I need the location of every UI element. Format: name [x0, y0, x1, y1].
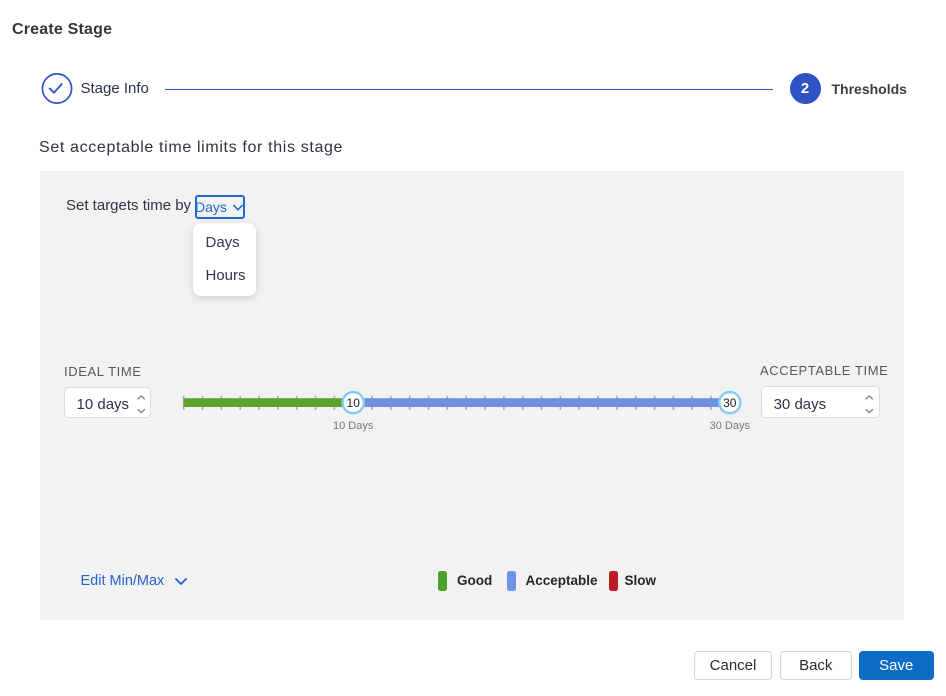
svg-text:30 Days: 30 Days [710, 420, 751, 432]
svg-text:30: 30 [723, 396, 737, 410]
svg-text:10: 10 [347, 396, 361, 410]
svg-text:10 Days: 10 Days [333, 420, 374, 432]
